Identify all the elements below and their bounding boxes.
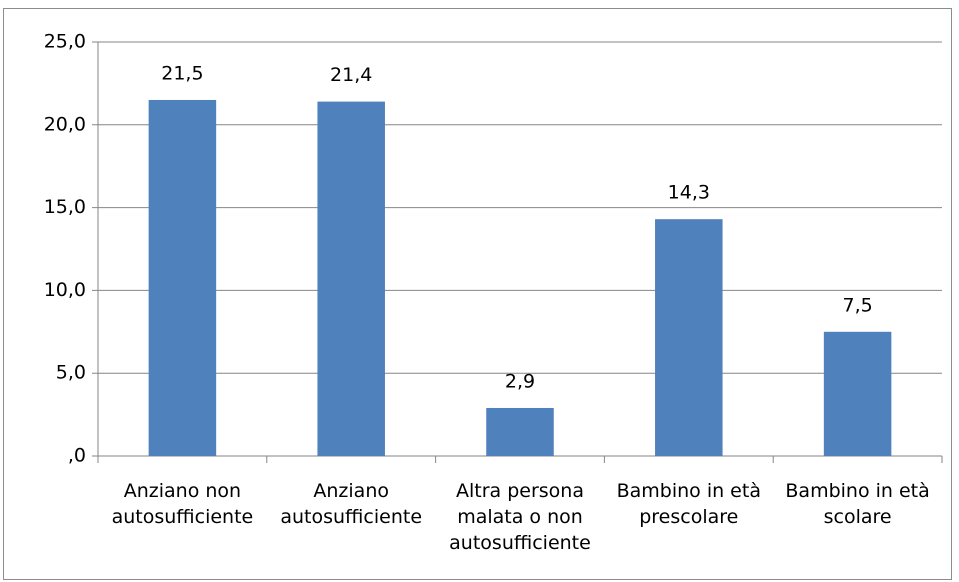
bar [486,407,554,456]
data-label: 7,5 [842,294,872,316]
data-label: 2,9 [505,370,535,392]
x-tick-label: Altra persona malata o non autosufficien… [449,480,591,554]
x-tick-label: Anziano non autosufficiente [111,480,254,528]
x-tick-label: Anziano autosufficiente [280,480,423,528]
bar [823,331,892,456]
y-tick-label: 5,0 [56,362,86,384]
y-tick-label: 10,0 [44,279,86,301]
bar [317,101,385,456]
y-tick-label: 25,0 [44,31,86,53]
y-tick-label: 15,0 [44,196,86,218]
bar [655,219,723,456]
x-tick-label: Bambino in età scolare [785,480,930,528]
y-tick-label: 20,0 [44,113,86,135]
data-label: 21,5 [161,62,203,84]
y-tick-label: ,0 [68,445,86,467]
x-tick-label: Bambino in età prescolare [616,480,761,528]
bar [148,99,217,457]
data-label: 21,4 [330,64,372,86]
data-label: 14,3 [668,182,710,204]
